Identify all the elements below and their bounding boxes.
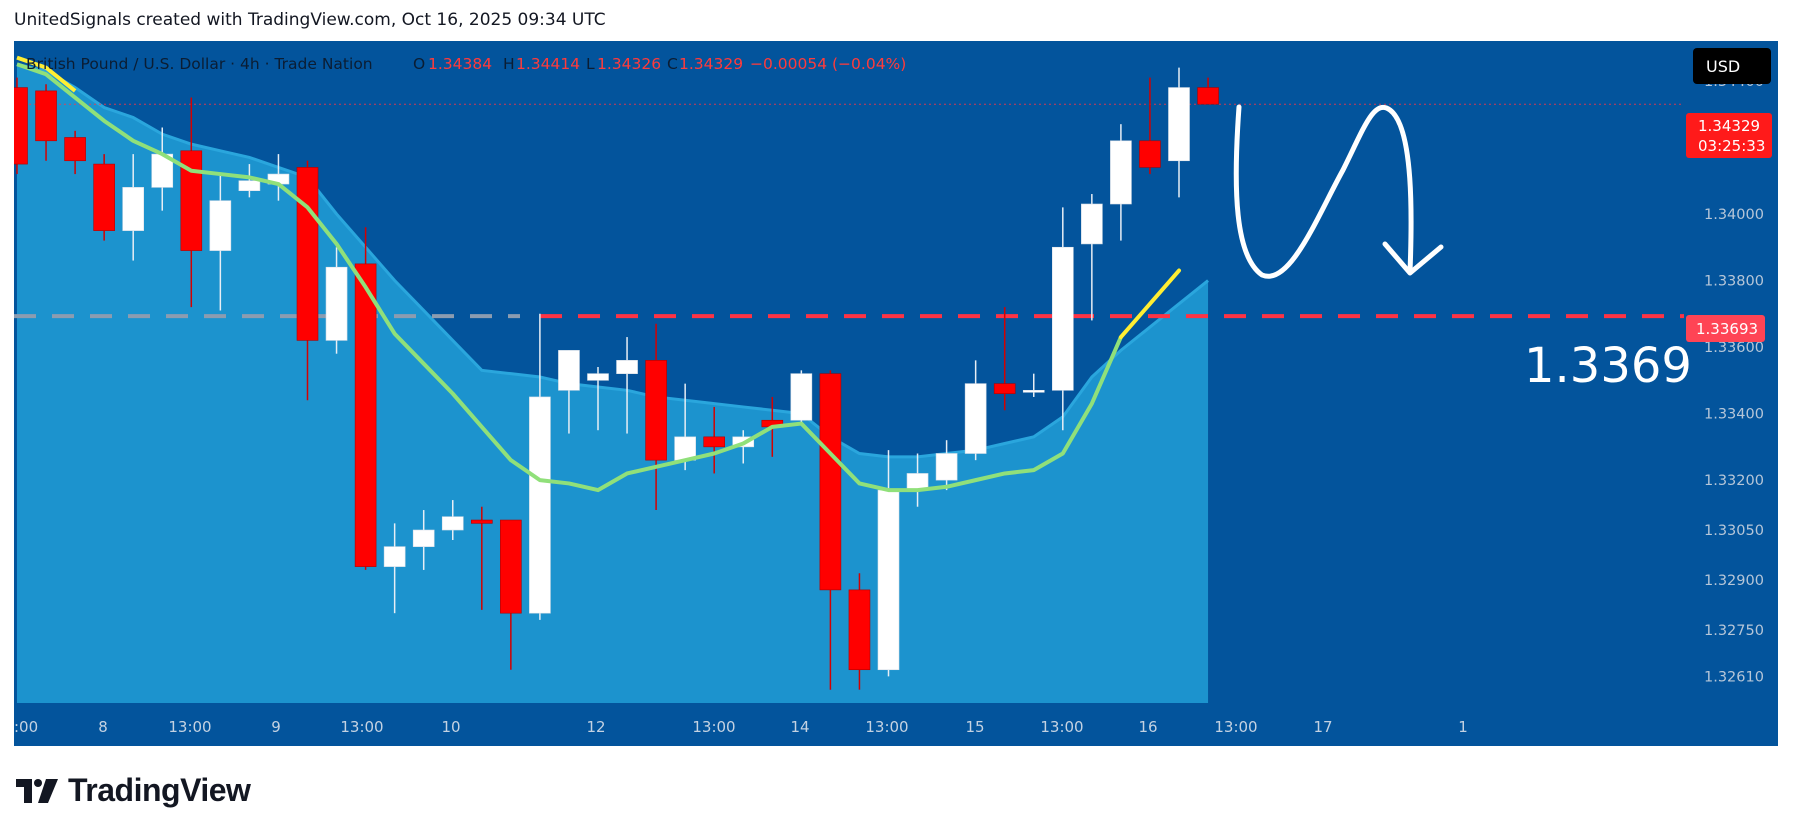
plot-area[interactable] [7, 55, 1685, 703]
x-tick-label: 12 [586, 718, 605, 736]
candle-body [325, 266, 348, 341]
candle-body [470, 519, 493, 524]
candle-body [296, 167, 319, 341]
candle-body [558, 350, 580, 391]
y-tick-label: 1.33400 [1704, 407, 1764, 423]
x-tick-label: 13:00 [168, 718, 211, 736]
legend: British Pound / U.S. Dollar · 4h · Trade… [26, 55, 906, 73]
tradingview-logo: TradingView [16, 772, 251, 809]
candle-body [1139, 140, 1161, 168]
candle-body [93, 163, 115, 231]
candle-body [64, 137, 86, 162]
candle-body [412, 529, 435, 547]
candle-body [500, 519, 522, 614]
legend-high-value: 1.34414 [516, 55, 580, 73]
y-tick-label: 1.34000 [1704, 207, 1764, 223]
band-upper-line [16, 62, 1209, 459]
price-tag-countdown: 03:25:33 [1698, 137, 1765, 155]
candle-body [1168, 87, 1190, 162]
tradingview-logo-icon [16, 778, 58, 803]
x-tick-label: 10 [441, 718, 460, 736]
tradingview-logo-text: TradingView [68, 772, 251, 808]
price-tag: 1.34329 03:25:33 [1686, 113, 1772, 158]
y-tick-label: 1.33050 [1704, 523, 1764, 539]
legend-open-label: O [413, 55, 425, 73]
ma-line-early [16, 55, 77, 93]
legend-symbol: British Pound / U.S. Dollar · 4h · Trade… [26, 55, 373, 73]
legend-open-value: 1.34384 [428, 55, 492, 73]
x-tick-label: 8 [98, 718, 108, 736]
candle-body [935, 453, 958, 481]
candle-body [122, 187, 144, 231]
y-tick-label: 1.33600 [1704, 340, 1764, 356]
candle-body [238, 180, 261, 191]
candle-body [383, 546, 406, 567]
y-tick-label: 1.33800 [1704, 274, 1764, 290]
candle-body [209, 200, 232, 251]
x-tick-label: 13:00 [692, 718, 735, 736]
x-tick-label: 16 [1138, 718, 1157, 736]
x-tick-label: :00 [14, 718, 38, 736]
x-tick-label: 13:00 [340, 718, 383, 736]
legend-low-value: 1.34326 [597, 55, 661, 73]
candle-body [1022, 389, 1045, 393]
candle-body [1110, 140, 1132, 205]
projection-arrow [1233, 104, 1414, 279]
currency-button[interactable]: USD [1693, 48, 1771, 84]
y-tick-label: 1.32750 [1704, 623, 1764, 639]
currency-button-label: USD [1706, 57, 1740, 76]
x-tick-label: 13:00 [1214, 718, 1257, 736]
candle-body [14, 87, 28, 165]
legend-change: −0.00054 (−0.04%) [750, 55, 906, 73]
candle-body [848, 589, 871, 671]
legend-close-value: 1.34329 [679, 55, 743, 73]
legend-close-label: C [667, 55, 678, 73]
ma-line-recent [1118, 268, 1181, 340]
level-tag-value: 1.33693 [1696, 320, 1758, 338]
candle-body [529, 396, 551, 614]
target-label: 1.3369 [1524, 338, 1692, 394]
candle-body [993, 383, 1016, 394]
candle-body [1197, 87, 1219, 105]
candle-body [819, 373, 842, 591]
x-tick-label: 14 [790, 718, 809, 736]
projection-arrowhead [1382, 241, 1444, 276]
x-tick-label: 13:00 [865, 718, 908, 736]
annotations [1233, 104, 1444, 279]
candle-body [703, 436, 726, 448]
candle-body [877, 489, 900, 671]
ma-line [16, 62, 1123, 493]
candle-body [645, 360, 667, 461]
price-tag-price: 1.34329 [1698, 117, 1760, 135]
candle-body [587, 373, 609, 381]
candle-body [354, 263, 377, 567]
x-tick-label: 13:00 [1040, 718, 1083, 736]
level-tag: 1.33693 [1686, 315, 1765, 342]
legend-low-label: L [586, 55, 595, 73]
candle-body [964, 383, 987, 454]
candle-body [1052, 246, 1074, 391]
x-tick-label: 17 [1313, 718, 1332, 736]
x-tick-label: 1 [1458, 718, 1468, 736]
chart-caption: UnitedSignals created with TradingView.c… [14, 10, 606, 30]
y-tick-label: 1.33200 [1704, 473, 1764, 489]
candle-body [616, 360, 638, 374]
candle-body [441, 516, 464, 531]
candle-body [180, 150, 203, 251]
y-tick-label: 1.32900 [1704, 573, 1764, 589]
x-tick-label: 9 [271, 718, 281, 736]
y-tick-label: 1.32610 [1704, 669, 1764, 685]
candle-body [1081, 203, 1103, 245]
x-tick-label: 15 [965, 718, 984, 736]
candle-body [790, 373, 813, 421]
candle-body [35, 90, 57, 142]
legend-high-label: H [503, 55, 515, 73]
